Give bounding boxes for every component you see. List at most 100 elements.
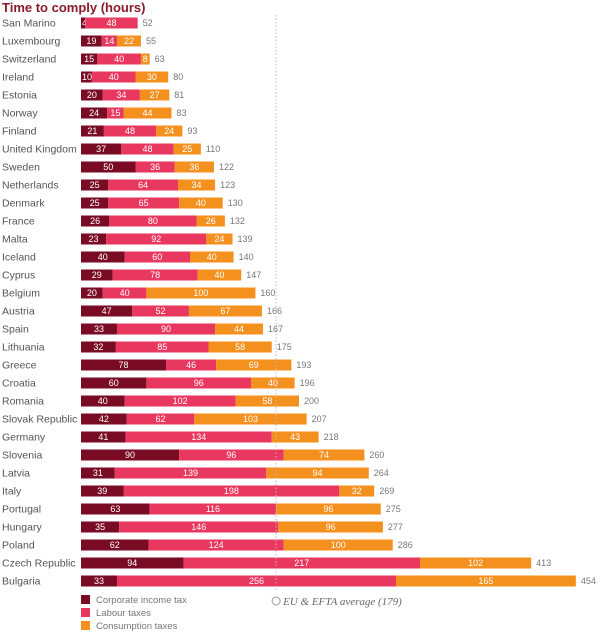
data-label: 90	[161, 324, 171, 334]
bar-segment	[119, 521, 279, 533]
total-label: 83	[176, 108, 186, 118]
bar-segment	[81, 269, 113, 281]
data-label: 134	[191, 432, 206, 442]
category-label: Sweden	[2, 162, 40, 174]
data-label: 34	[116, 90, 126, 100]
data-label: 96	[194, 378, 204, 388]
data-label: 43	[290, 432, 300, 442]
data-label: 100	[331, 540, 346, 550]
bar-segment	[251, 377, 295, 389]
total-label: 123	[220, 180, 235, 190]
bar-segment	[81, 449, 180, 461]
category-label: Slovak Republic	[2, 414, 77, 426]
total-label: 55	[146, 36, 156, 46]
category-label: San Marino	[2, 18, 56, 30]
bar-segment	[112, 269, 198, 281]
data-label: 217	[294, 558, 309, 568]
category-label: Latvia	[2, 468, 30, 480]
bar-segment	[81, 323, 117, 335]
data-label: 47	[102, 306, 112, 316]
category-label: Luxembourg	[2, 36, 61, 48]
data-label: 40	[114, 54, 124, 64]
bar-segment	[215, 323, 264, 335]
bar-segment	[419, 557, 532, 569]
category-label: Austria	[2, 306, 35, 318]
data-label: 27	[150, 90, 160, 100]
data-label: 100	[193, 288, 208, 298]
category-label: United Kingdom	[2, 144, 77, 156]
data-label: 40	[98, 252, 108, 262]
bar-segment	[116, 35, 141, 47]
bar-segment	[81, 17, 86, 29]
category-label: Poland	[2, 540, 35, 552]
bar-segment	[81, 467, 115, 479]
data-label: 25	[90, 198, 100, 208]
bar-segment	[174, 161, 214, 173]
data-label: 40	[214, 270, 224, 280]
data-label: 25	[182, 144, 192, 154]
data-label: 40	[268, 378, 278, 388]
data-label: 31	[93, 468, 103, 478]
bar-segment	[115, 341, 209, 353]
data-label: 102	[468, 558, 483, 568]
average-marker-icon	[271, 596, 281, 606]
category-label: Hungary	[2, 522, 42, 534]
bar-segment	[81, 125, 104, 137]
bar-segment	[276, 503, 381, 515]
bar-segment	[81, 305, 133, 317]
category-label: Belgium	[2, 288, 40, 300]
category-label: Spain	[2, 324, 29, 336]
bar-segment	[396, 575, 576, 587]
legend-label: Consumption taxes	[96, 621, 178, 632]
bar-segment	[81, 71, 92, 83]
data-label: 41	[98, 432, 108, 442]
data-label: 20	[87, 288, 97, 298]
bar-segment	[178, 179, 216, 191]
legend-label: Corporate income tax	[96, 595, 187, 606]
data-label: 52	[156, 306, 166, 316]
bar-segment	[81, 359, 167, 371]
bar-segment	[81, 521, 120, 533]
bar-segment	[108, 197, 180, 209]
category-label: Croatia	[2, 378, 36, 390]
data-label: 40	[98, 396, 108, 406]
data-label: 78	[119, 360, 129, 370]
category-label: Greece	[2, 360, 37, 372]
data-label: 44	[234, 324, 244, 334]
bar-segment	[107, 107, 124, 119]
data-label: 20	[87, 90, 97, 100]
total-label: 277	[388, 522, 403, 532]
category-label: Lithuania	[2, 342, 45, 354]
total-label: 52	[143, 18, 153, 28]
data-label: 94	[313, 468, 323, 478]
data-label: 74	[319, 450, 329, 460]
bar-segment	[125, 431, 272, 443]
category-label: Germany	[2, 432, 46, 444]
total-label: 132	[230, 216, 245, 226]
category-label: France	[2, 216, 35, 228]
total-label: 286	[398, 540, 413, 550]
bar-segment	[81, 395, 125, 407]
data-label: 36	[189, 162, 199, 172]
bar-segment	[194, 413, 307, 425]
data-label: 96	[323, 504, 333, 514]
data-label: 85	[157, 342, 167, 352]
data-label: 92	[151, 234, 161, 244]
category-label: Cyprus	[2, 270, 35, 282]
total-label: 193	[296, 360, 311, 370]
data-label: 116	[206, 504, 220, 514]
category-label: Italy	[2, 486, 22, 498]
category-label: Iceland	[2, 252, 36, 264]
total-label: 160	[260, 288, 275, 298]
bar-segment	[149, 503, 277, 515]
bar-segment	[81, 179, 109, 191]
bar-segment	[103, 125, 157, 137]
data-label: 21	[87, 126, 97, 136]
category-label: Romania	[2, 396, 44, 408]
bar-segment	[123, 107, 172, 119]
data-label: 35	[95, 522, 105, 532]
bar-segment	[116, 575, 397, 587]
category-label: Netherlands	[2, 180, 59, 192]
